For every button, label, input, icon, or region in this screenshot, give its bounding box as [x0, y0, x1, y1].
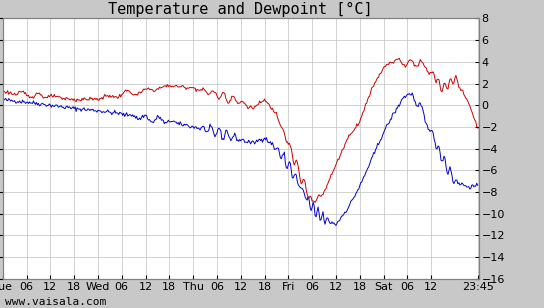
Title: Temperature and Dewpoint [°C]: Temperature and Dewpoint [°C] — [108, 2, 373, 17]
Text: www.vaisala.com: www.vaisala.com — [5, 297, 107, 307]
